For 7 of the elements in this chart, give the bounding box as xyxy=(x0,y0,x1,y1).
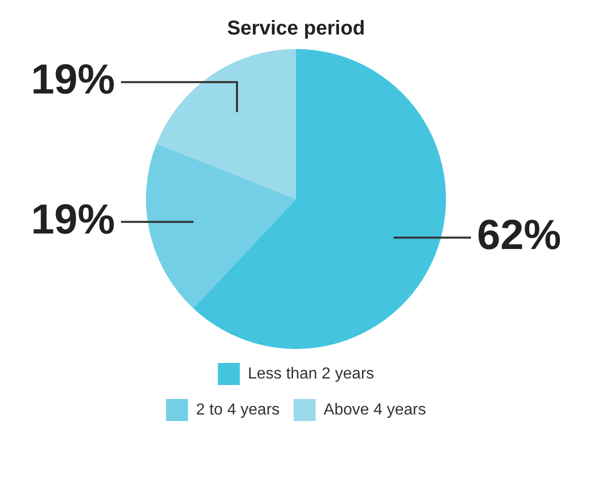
legend-label: Less than 2 years xyxy=(248,365,374,382)
data-label: 62% xyxy=(477,211,562,258)
data-label: 19% xyxy=(30,195,115,242)
data-label: 19% xyxy=(30,56,115,103)
chart-title: Service period xyxy=(227,18,365,40)
legend-label: 2 to 4 years xyxy=(196,401,280,418)
legend-label: Above 4 years xyxy=(324,401,426,418)
